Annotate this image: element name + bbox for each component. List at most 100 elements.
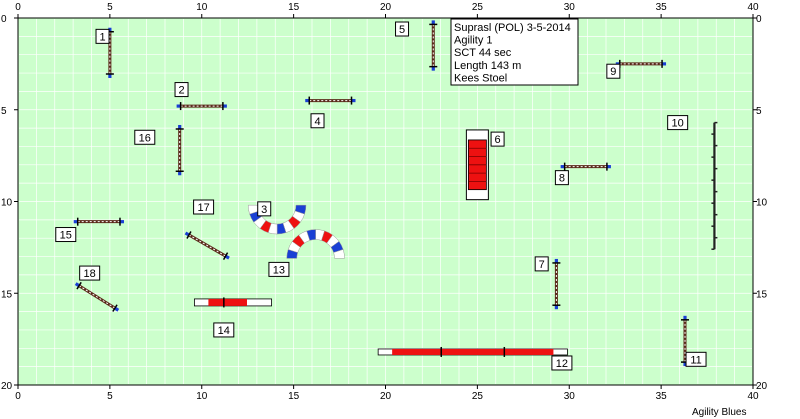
dogwalk — [377, 346, 568, 357]
y-tick-label-right: 0 — [756, 14, 762, 25]
number-text: 12 — [556, 358, 568, 370]
number-text: 16 — [139, 132, 151, 144]
number-box — [174, 82, 189, 98]
number-text: 9 — [610, 66, 616, 78]
obstacle-number-7: 7 — [534, 256, 549, 272]
jump-wing — [73, 220, 78, 224]
jump-wing — [119, 220, 124, 224]
x-tick-label-top: 40 — [747, 2, 759, 13]
jump-obstacle — [560, 162, 611, 171]
info-line-2: Agility 1 — [454, 35, 493, 47]
dogwalk-plank — [392, 348, 554, 355]
number-text: 8 — [559, 173, 565, 185]
jump-obstacle — [74, 281, 120, 312]
y-tick-label-left: 0 — [1, 14, 7, 25]
x-tick-label-top: 5 — [107, 2, 113, 13]
x-tick-label-top: 10 — [196, 2, 208, 13]
obstacle-number-18: 18 — [79, 265, 101, 281]
obstacle-number-13: 13 — [268, 261, 290, 277]
info-line-3: SCT 44 sec — [454, 47, 512, 59]
y-tick-label-left: 10 — [1, 198, 13, 209]
jump-wing — [305, 98, 310, 103]
jump-obstacle — [176, 102, 227, 111]
number-box — [551, 355, 573, 371]
info-line-4: Length 143 m — [454, 60, 521, 72]
jump-obstacle — [73, 217, 124, 226]
x-tick-label-top: 20 — [380, 2, 392, 13]
number-text: 4 — [314, 116, 320, 128]
x-tick-label-top: 25 — [472, 2, 484, 13]
number-box — [554, 170, 569, 186]
pause-table — [465, 129, 489, 201]
y-tick-label-left: 5 — [1, 106, 7, 117]
jump-wing — [176, 104, 181, 108]
obstacle-number-5: 5 — [395, 21, 410, 37]
number-box — [55, 227, 77, 243]
number-box — [268, 261, 290, 277]
jump-wing — [108, 73, 112, 78]
obstacle-number-16: 16 — [134, 129, 156, 145]
jump-post — [222, 252, 229, 260]
jump-obstacle — [429, 20, 438, 71]
jump-wing — [351, 98, 356, 103]
number-box — [606, 63, 621, 79]
x-tick-label-bottom: 40 — [747, 391, 759, 402]
number-box — [95, 28, 110, 44]
x-tick-label-bottom: 20 — [380, 391, 392, 402]
number-text: 15 — [60, 230, 72, 242]
y-tick-label-right: 10 — [756, 198, 768, 209]
x-tick-label-bottom: 25 — [472, 391, 484, 402]
x-tick-label-top: 30 — [564, 2, 576, 13]
tunnel-13 — [286, 229, 345, 259]
obstacle-number-8: 8 — [554, 170, 569, 186]
x-tick-label-bottom: 10 — [196, 391, 208, 402]
number-text: 13 — [273, 264, 285, 276]
number-text: 17 — [197, 202, 209, 214]
info-line-5: Kees Stoel — [454, 72, 507, 84]
obstacle-number-17: 17 — [193, 199, 215, 215]
number-box — [213, 322, 235, 338]
jump-post — [76, 281, 82, 290]
course-info-box: Suprasl (POL) 3-5-2014 Agility 1 SCT 44 … — [450, 18, 579, 86]
number-box — [490, 131, 505, 147]
x-tick-label-top: 35 — [656, 2, 668, 13]
number-box — [395, 21, 410, 37]
y-tick-label-right: 5 — [756, 106, 762, 117]
seesaw-plank — [208, 298, 247, 306]
jump-wing — [662, 62, 667, 66]
number-text: 7 — [539, 259, 545, 271]
jump-bar-stripe — [188, 234, 226, 257]
jump-wing — [178, 124, 182, 129]
number-text: 1 — [99, 31, 105, 43]
number-box — [534, 256, 549, 272]
jump-wing — [222, 104, 227, 108]
number-text: 10 — [672, 118, 684, 130]
jump-post — [186, 231, 192, 239]
jump-obstacle — [681, 315, 690, 367]
number-box — [79, 265, 101, 281]
number-box — [257, 201, 272, 217]
x-tick-label-bottom: 0 — [15, 391, 21, 402]
number-box — [685, 351, 707, 367]
jump-wing — [178, 171, 182, 176]
obstacle-number-3: 3 — [257, 201, 272, 217]
seesaw — [193, 297, 272, 308]
number-text: 5 — [399, 24, 405, 36]
jump-obstacle — [175, 124, 184, 176]
jump-obstacle — [552, 258, 561, 310]
tunnel-segment — [333, 249, 345, 259]
y-tick-label-left: 15 — [1, 289, 13, 300]
obstacle-number-1: 1 — [95, 28, 110, 44]
number-text: 6 — [495, 134, 501, 146]
jump-wing — [554, 305, 558, 310]
x-tick-label-top: 0 — [15, 2, 21, 13]
jump-post — [112, 304, 118, 312]
jump-wing — [606, 165, 611, 169]
number-text: 3 — [261, 204, 267, 216]
x-tick-label-bottom: 15 — [288, 391, 300, 402]
obstacle-number-15: 15 — [55, 227, 77, 243]
x-tick-label-bottom: 5 — [107, 391, 113, 402]
obstacle-number-14: 14 — [213, 322, 235, 338]
number-text: 18 — [84, 268, 96, 280]
